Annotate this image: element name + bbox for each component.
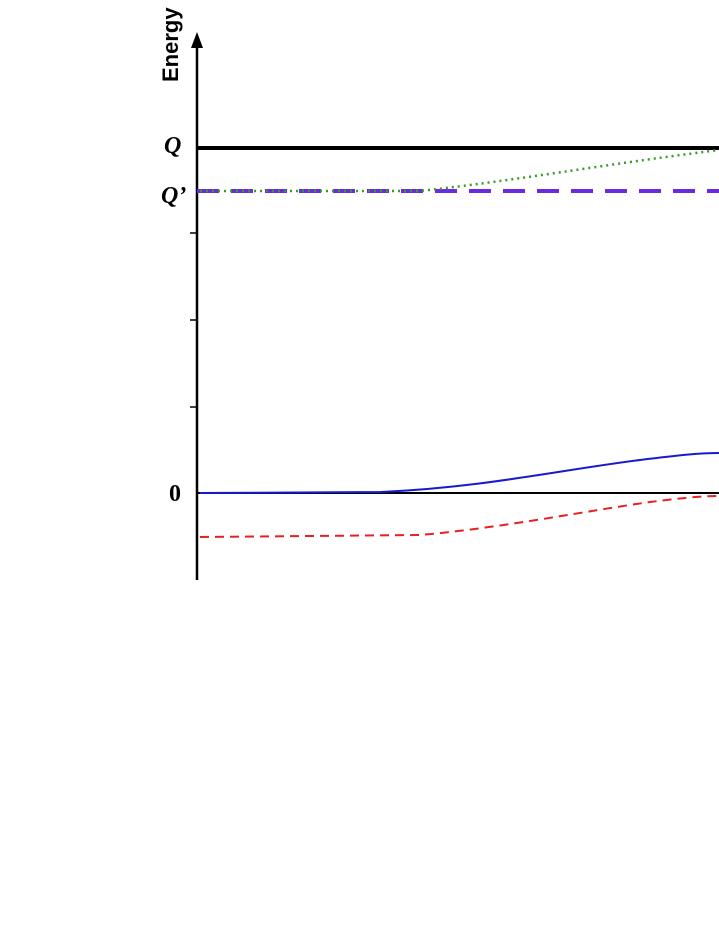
axis-ticks (190, 232, 197, 408)
axis-label: Energy (158, 7, 183, 82)
q-label: Q (164, 133, 181, 159)
green-curve (200, 148, 719, 193)
blue-curve (199, 452, 719, 494)
axis-arrow (191, 32, 203, 48)
zero-label: 0 (169, 481, 181, 507)
q-prime-label: Q’ (161, 183, 186, 209)
red-curve (199, 495, 719, 538)
